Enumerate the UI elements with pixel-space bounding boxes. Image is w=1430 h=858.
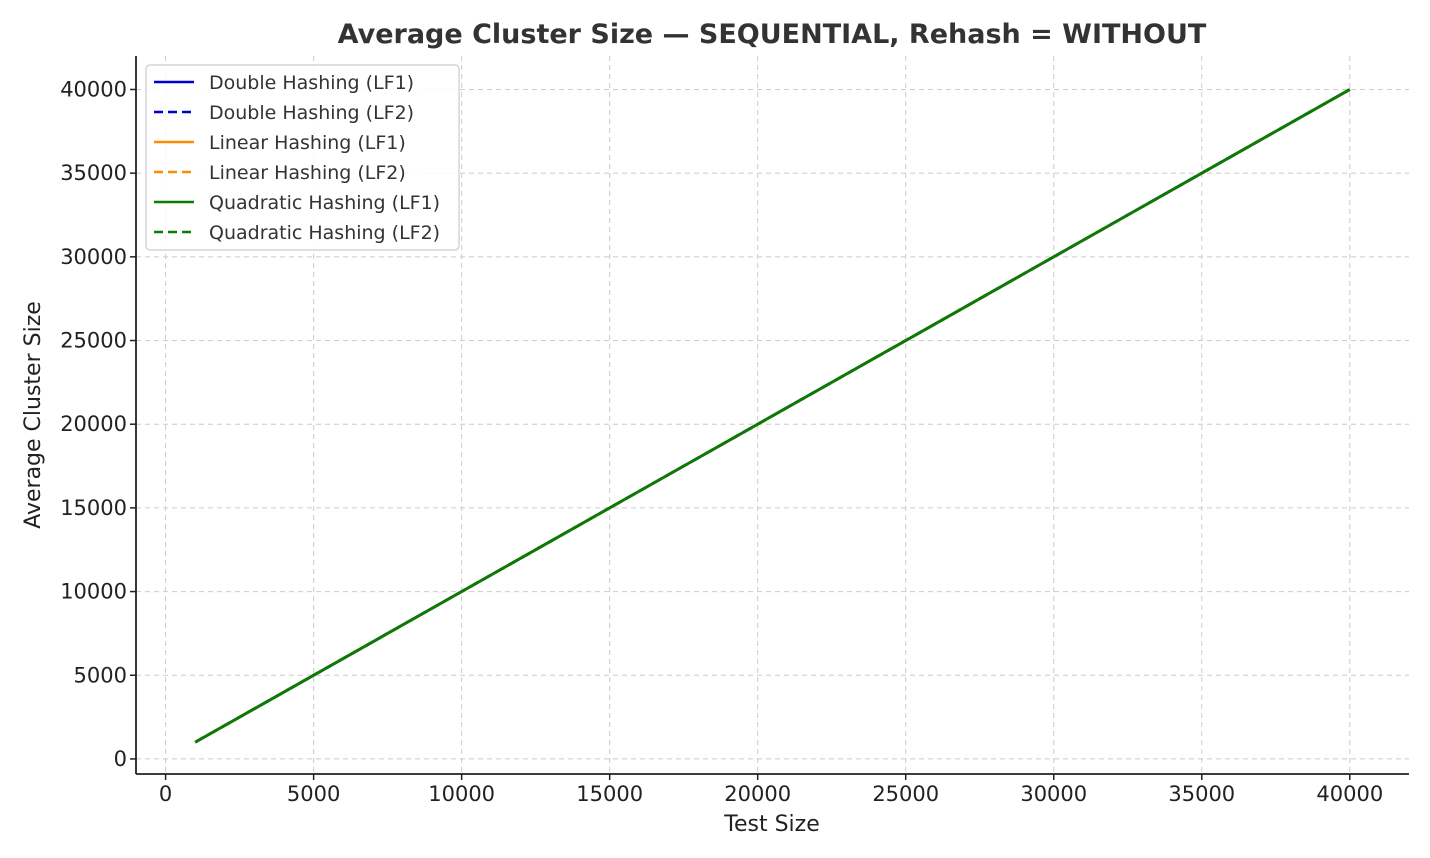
x-tick-label: 15000 — [576, 782, 643, 806]
x-tick-label: 35000 — [1168, 782, 1235, 806]
y-tick-label: 5000 — [74, 663, 127, 687]
y-tick-label: 10000 — [60, 580, 127, 604]
legend-label-3: Linear Hashing (LF1) — [209, 132, 406, 154]
ticks: 0 5000 10000 15000 20000 25000 30000 35000 40000… — [60, 77, 1383, 806]
x-tick-label: 20000 — [724, 782, 791, 806]
chart-title: Average Cluster Size — SEQUENTIAL, Rehas… — [338, 19, 1207, 50]
x-tick-label: 40000 — [1316, 782, 1383, 806]
y-tick-label: 40000 — [60, 77, 127, 101]
series-line-6 — [194, 88, 1351, 744]
x-tick-label: 0 — [159, 782, 172, 806]
x-tick-label: 5000 — [287, 782, 340, 806]
x-tick-label: 25000 — [872, 782, 939, 806]
y-tick-label: 25000 — [60, 329, 127, 353]
x-tick-label: 30000 — [1020, 782, 1087, 806]
y-axis-label: Average Cluster Size — [21, 301, 46, 529]
legend-label-2: Double Hashing (LF2) — [209, 102, 414, 124]
legend-label-5: Quadratic Hashing (LF1) — [209, 192, 440, 214]
legend-label-6: Quadratic Hashing (LF2) — [209, 222, 440, 244]
legend-box — [145, 64, 460, 251]
y-tick-label: 15000 — [60, 496, 127, 520]
y-tick-label: 35000 — [60, 161, 127, 185]
plot-area — [194, 88, 1351, 744]
axes — [135, 56, 1409, 775]
x-axis-label: Test Size — [723, 812, 819, 837]
legend: Double Hashing (LF1) Double Hashing (LF2)… — [145, 64, 460, 251]
y-tick-label: 20000 — [60, 412, 127, 436]
legend-label-1: Double Hashing (LF1) — [209, 72, 414, 94]
x-tick-label: 10000 — [428, 782, 495, 806]
y-tick-label: 30000 — [60, 245, 127, 269]
y-tick-label: 0 — [114, 747, 127, 771]
legend-label-4: Linear Hashing (LF2) — [209, 162, 406, 184]
